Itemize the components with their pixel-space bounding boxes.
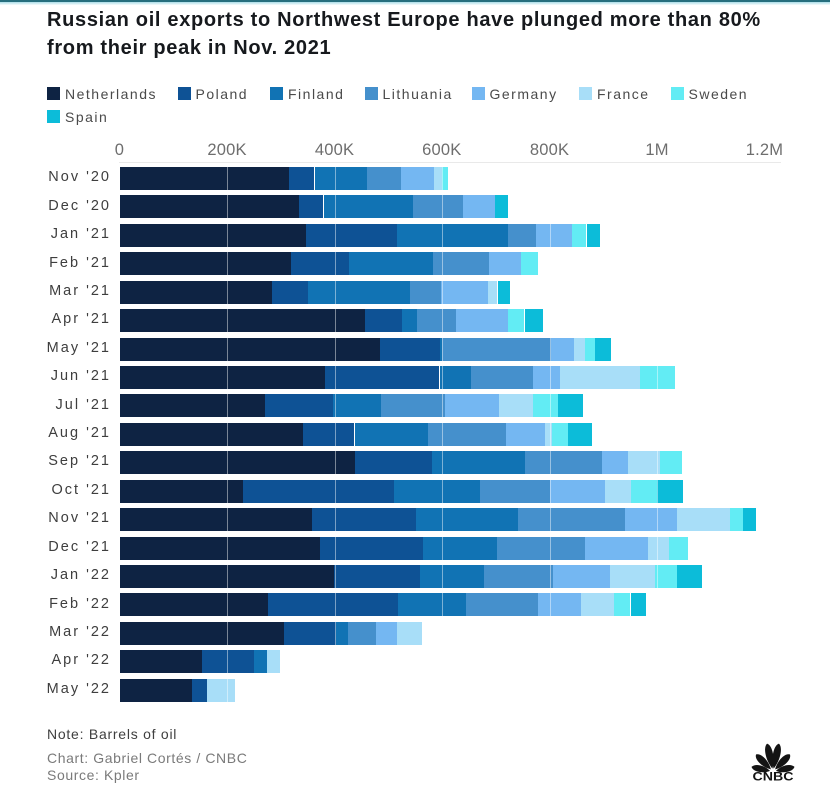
- svg-text:CNBC: CNBC: [753, 772, 794, 783]
